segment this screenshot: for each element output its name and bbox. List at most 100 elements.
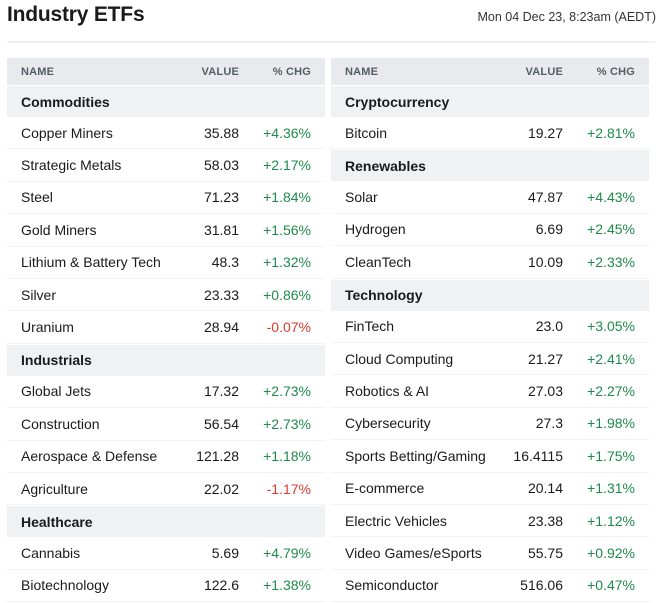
- etf-change: +1.31%: [587, 480, 635, 497]
- etf-change: +1.75%: [587, 447, 635, 464]
- table-row[interactable]: Cannabis 5.69 +4.79%: [7, 537, 325, 570]
- etf-name[interactable]: Cloud Computing: [345, 350, 454, 367]
- table-row[interactable]: Global Jets 17.32 +2.73%: [7, 376, 325, 409]
- table-header: NAME VALUE % CHG: [7, 58, 325, 85]
- table-row[interactable]: Video Games/eSports 55.75 +0.92%: [331, 537, 649, 570]
- etf-value: 31.81: [203, 221, 239, 238]
- table-row[interactable]: Electric Vehicles 23.38 +1.12%: [331, 505, 649, 538]
- timestamp: Mon 04 Dec 23, 8:23am (AEDT): [477, 10, 656, 24]
- table-body: Commodities Copper Miners 35.88 +4.36% Strat…: [7, 86, 325, 603]
- table-row[interactable]: Sports Betting/Gaming 16.4115 +1.75%: [331, 440, 649, 473]
- table-row[interactable]: Semiconductor 516.06 +0.47%: [331, 570, 649, 603]
- etf-name[interactable]: Electric Vehicles: [345, 512, 447, 529]
- category-heading: Commodities: [7, 86, 325, 117]
- table-row[interactable]: Biotechnology 122.6 +1.38%: [7, 570, 325, 603]
- etf-name[interactable]: Cybersecurity: [345, 415, 431, 432]
- etf-change: +3.05%: [587, 318, 635, 335]
- etf-value: 23.38: [527, 512, 563, 529]
- etf-name[interactable]: Bitcoin: [345, 124, 388, 141]
- etf-name[interactable]: Robotics & AI: [345, 383, 430, 400]
- etf-name[interactable]: Video Games/eSports: [345, 544, 482, 561]
- etf-name[interactable]: Aerospace & Defense: [21, 448, 158, 465]
- table-row[interactable]: Strategic Metals 58.03 +2.17%: [7, 149, 325, 182]
- category-heading: Technology: [331, 279, 649, 311]
- table-row[interactable]: Steel 71.23 +1.84%: [7, 182, 325, 215]
- table-row[interactable]: Cloud Computing 21.27 +2.41%: [331, 343, 649, 376]
- column-header-name[interactable]: NAME: [21, 65, 55, 78]
- etf-change: +2.81%: [587, 124, 635, 141]
- column-header-name[interactable]: NAME: [345, 65, 379, 78]
- category-heading: Renewables: [331, 150, 649, 182]
- etf-change: +2.41%: [587, 350, 635, 367]
- etf-name[interactable]: Solar: [345, 189, 378, 206]
- column-header-change[interactable]: % CHG: [596, 65, 635, 78]
- etf-name[interactable]: Steel: [21, 189, 53, 206]
- etf-name[interactable]: Sports Betting/Gaming: [345, 447, 486, 464]
- etf-value: 6.69: [535, 221, 563, 238]
- table-row[interactable]: Cybersecurity 27.3 +1.98%: [331, 408, 649, 441]
- etf-value: 28.94: [203, 319, 239, 336]
- etf-name[interactable]: Strategic Metals: [21, 157, 122, 174]
- etf-change: +1.12%: [587, 512, 635, 529]
- table-header: NAME VALUE % CHG: [331, 58, 649, 85]
- table-row[interactable]: Gold Miners 31.81 +1.56%: [7, 214, 325, 247]
- etf-value: 47.87: [527, 189, 563, 206]
- etf-value: 16.4115: [513, 447, 563, 464]
- etf-name[interactable]: E-commerce: [345, 480, 425, 497]
- table-row[interactable]: Aerospace & Defense 121.28 +1.18%: [7, 441, 325, 473]
- etf-change: +4.79%: [263, 544, 311, 561]
- etf-change: +0.92%: [587, 544, 635, 561]
- etf-value: 5.69: [211, 544, 239, 561]
- etf-value: 122.6: [203, 577, 239, 594]
- table-row[interactable]: Hydrogen 6.69 +2.45%: [331, 214, 649, 247]
- etf-name[interactable]: CleanTech: [345, 253, 412, 270]
- table-row[interactable]: Uranium 28.94 -0.07%: [7, 311, 325, 344]
- etf-name[interactable]: Cannabis: [21, 544, 81, 561]
- table-row[interactable]: Bitcoin 19.27 +2.81%: [331, 117, 649, 150]
- etf-change: +1.38%: [263, 577, 311, 594]
- etf-name[interactable]: Semiconductor: [345, 577, 439, 594]
- etf-change: +2.17%: [263, 157, 311, 174]
- etf-value: 20.14: [527, 480, 563, 497]
- etf-value: 23.0: [535, 318, 563, 335]
- etf-value: 516.06: [520, 577, 563, 594]
- column-header-change[interactable]: % CHG: [272, 65, 311, 78]
- table-row[interactable]: Robotics & AI 27.03 +2.27%: [331, 375, 649, 408]
- etf-name[interactable]: Construction: [21, 415, 100, 432]
- etf-name[interactable]: Global Jets: [21, 383, 92, 400]
- etf-change: -0.07%: [266, 319, 311, 336]
- etf-name[interactable]: Biotechnology: [21, 577, 109, 594]
- category-heading: Cryptocurrency: [331, 86, 649, 117]
- table-row[interactable]: Construction 56.54 +2.73%: [7, 408, 325, 441]
- table-row[interactable]: Copper Miners 35.88 +4.36%: [7, 117, 325, 150]
- etf-name[interactable]: Hydrogen: [345, 221, 406, 238]
- etf-name[interactable]: FinTech: [345, 318, 395, 335]
- etf-name[interactable]: Silver: [21, 286, 57, 303]
- page-title: Industry ETFs: [7, 3, 145, 26]
- table-body: Cryptocurrency Bitcoin 19.27 +2.81% Renewabl…: [331, 86, 649, 603]
- table-row[interactable]: Agriculture 22.02 -1.17%: [7, 473, 325, 506]
- category-group: Commodities Copper Miners 35.88 +4.36% Strat…: [7, 86, 325, 344]
- etf-name[interactable]: Lithium & Battery Tech: [21, 254, 161, 271]
- etf-value: 27.03: [527, 383, 563, 400]
- table-row[interactable]: Solar 47.87 +4.43%: [331, 181, 649, 214]
- table-row[interactable]: Lithium & Battery Tech 48.3 +1.32%: [7, 247, 325, 279]
- etf-change: +0.86%: [263, 286, 311, 303]
- etf-name[interactable]: Uranium: [21, 319, 74, 336]
- table-row[interactable]: CleanTech 10.09 +2.33%: [331, 246, 649, 279]
- category-group: Technology FinTech 23.0 +3.05% Cloud Computi…: [331, 279, 649, 603]
- etf-name[interactable]: Copper Miners: [21, 124, 113, 141]
- etf-change: +2.27%: [587, 383, 635, 400]
- etf-value: 35.88: [203, 124, 239, 141]
- etf-name[interactable]: Gold Miners: [21, 221, 97, 238]
- etf-name[interactable]: Agriculture: [21, 480, 88, 497]
- category-group: Renewables Solar 47.87 +4.43% Hydrogen 6.69 +2…: [331, 150, 649, 279]
- etf-change: +2.33%: [587, 253, 635, 270]
- table-row[interactable]: Silver 23.33 +0.86%: [7, 279, 325, 312]
- etf-change: +1.32%: [263, 254, 311, 271]
- column-header-value[interactable]: VALUE: [525, 65, 563, 78]
- column-header-value[interactable]: VALUE: [201, 65, 239, 78]
- table-row[interactable]: FinTech 23.0 +3.05%: [331, 311, 649, 343]
- etf-change: +4.36%: [263, 124, 311, 141]
- table-row[interactable]: E-commerce 20.14 +1.31%: [331, 473, 649, 505]
